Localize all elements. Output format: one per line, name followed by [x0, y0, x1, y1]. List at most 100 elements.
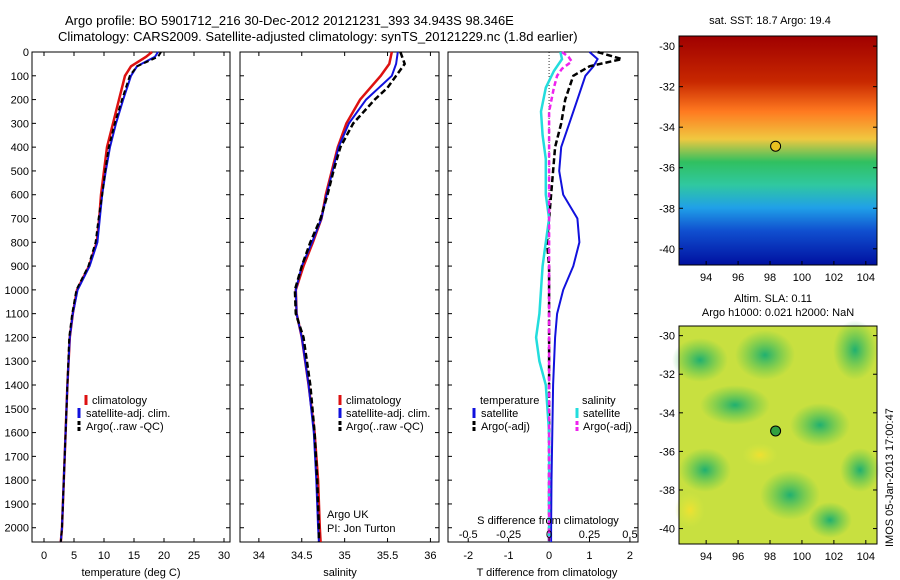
series-line [59, 51, 159, 543]
x-tick-label: 5 [71, 550, 77, 562]
map-y-tick-label: -32 [659, 369, 675, 381]
legend-temperature-title: temperature [480, 395, 539, 407]
difference-legend: temperature salinity satellite Argo(-adj… [472, 395, 632, 433]
map-x-tick-label: 104 [857, 272, 875, 284]
map-x-tick-label: 100 [793, 272, 811, 284]
x-tick-label: 34 [253, 550, 265, 562]
s-tick-label: -0.5 [459, 529, 478, 541]
map-x-tick-label: 102 [825, 272, 843, 284]
series-line [547, 50, 574, 542]
difference-xlabel: T difference from climatology [477, 567, 618, 579]
depth-tick-label: 1000 [5, 285, 29, 297]
map-x-tick-label: 100 [793, 551, 811, 563]
depth-tick-label: 800 [11, 237, 29, 249]
title-line-2: Climatology: CARS2009. Satellite-adjuste… [58, 29, 578, 44]
depth-tick-label: 700 [11, 214, 29, 226]
map-x-tick-label: 98 [764, 551, 776, 563]
x-tick-label: 2 [627, 550, 633, 562]
x-tick-label: 1 [586, 550, 592, 562]
s-tick-label: 0.5 [622, 529, 637, 541]
x-tick-label: 34.5 [291, 550, 312, 562]
series-line [294, 51, 394, 543]
difference-plot: -2 -1 0 1 2 -0.5 -0.25 0 0.25 0.5 [459, 50, 638, 562]
map-y-tick-label: -34 [659, 408, 675, 420]
argo-uk-note: Argo UK [327, 509, 369, 521]
depth-tick-label: 1400 [5, 380, 29, 392]
x-tick-label: 36 [424, 550, 436, 562]
depth-tick-label: 400 [11, 142, 29, 154]
x-tick-label: 15 [128, 550, 140, 562]
depth-tick-label: 1300 [5, 356, 29, 368]
map-axes: -30 -32 -34 -36 -38 -40 94 96 98 100 102 104 -30 -32 -… [659, 41, 877, 563]
legend-satellite-adj: satellite-adj. clim. [346, 408, 430, 420]
depth-tick-label: 600 [11, 190, 29, 202]
series-line [545, 50, 623, 542]
s-tick-label: 0.25 [579, 529, 600, 541]
map-x-tick-label: 94 [700, 551, 712, 563]
map-y-tick-label: -38 [659, 203, 675, 215]
temperature-plot: 0 5 10 15 20 25 30 [41, 51, 230, 562]
depth-tick-label: 1500 [5, 404, 29, 416]
series-line [293, 51, 407, 542]
argo-position-marker [770, 140, 782, 152]
temperature-panel-frame [31, 51, 231, 543]
map-x-tick-label: 96 [732, 272, 744, 284]
legend-climatology: climatology [92, 395, 148, 407]
map-y-tick-label: -32 [659, 82, 675, 94]
map-x-tick-label: 96 [732, 551, 744, 563]
map-y-tick-label: -30 [659, 41, 675, 53]
x-tick-label: -1 [504, 550, 514, 562]
x-tick-label: 35 [339, 550, 351, 562]
depth-tick-label: 1100 [5, 309, 29, 321]
difference-panel-frame [447, 51, 639, 543]
x-tick-label: 10 [98, 550, 110, 562]
map-x-tick-label: 102 [825, 551, 843, 563]
map-y-tick-label: -30 [659, 331, 675, 343]
map-y-tick-label: -36 [659, 446, 675, 458]
legend-temp-argo: Argo(-adj) [481, 421, 530, 433]
map-y-tick-label: -38 [659, 485, 675, 497]
legend-argo: Argo(..raw -QC) [86, 421, 164, 433]
x-tick-label: -2 [463, 550, 473, 562]
map-x-tick-label: 94 [700, 272, 712, 284]
sst-map-title: sat. SST: 18.7 Argo: 19.4 [709, 15, 831, 27]
legend-satellite-adj: satellite-adj. clim. [86, 408, 170, 420]
x-tick-label: 0 [41, 550, 47, 562]
depth-tick-label: 0 [23, 47, 29, 59]
temperature-xlabel: temperature (deg C) [81, 567, 180, 579]
map-x-tick-label: 98 [764, 272, 776, 284]
series-line [59, 51, 153, 543]
map-y-tick-label: -34 [659, 122, 675, 134]
depth-tick-label: 1200 [5, 332, 29, 344]
depth-tick-label: 1600 [5, 428, 29, 440]
legend-sal-satellite: satellite [583, 408, 620, 420]
map-y-tick-label: -40 [659, 244, 675, 256]
salinity-plot: 34 34.5 35 35.5 36 [253, 51, 437, 562]
depth-tick-label: 1900 [5, 499, 29, 511]
depth-tick-label: 1700 [5, 451, 29, 463]
x-tick-label: 35.5 [377, 550, 398, 562]
legend-sal-argo: Argo(-adj) [583, 421, 632, 433]
x-tick-label: 25 [188, 550, 200, 562]
legend-argo: Argo(..raw -QC) [346, 421, 424, 433]
map-x-tick-label: 104 [857, 551, 875, 563]
depth-tick-label: 100 [11, 71, 29, 83]
x-tick-label: 30 [218, 550, 230, 562]
sla-map-title-1: Altim. SLA: 0.11 [734, 293, 812, 305]
salinity-legend: climatology satellite-adj. clim. Argo(..… [338, 395, 430, 433]
salinity-panel-frame [239, 51, 440, 543]
series-line [550, 51, 599, 542]
map-y-tick-label: -40 [659, 524, 675, 536]
x-tick-label: 20 [158, 550, 170, 562]
imos-credit: IMOS 05-Jan-2013 17:00:47 [884, 408, 896, 547]
pi-note: PI: Jon Turton [327, 523, 395, 535]
x-tick-label: 0 [546, 550, 552, 562]
s-tick-label: 0 [546, 529, 552, 541]
title-line-1: Argo profile: BO 5901712_216 30-Dec-2012… [65, 13, 514, 28]
legend-temp-satellite: satellite [481, 408, 518, 420]
depth-tick-label: 900 [11, 261, 29, 273]
s-difference-label: S difference from climatology [477, 515, 619, 527]
sla-map-title-2: Argo h1000: 0.021 h2000: NaN [702, 307, 854, 319]
temperature-legend: climatology satellite-adj. clim. Argo(..… [77, 395, 170, 433]
